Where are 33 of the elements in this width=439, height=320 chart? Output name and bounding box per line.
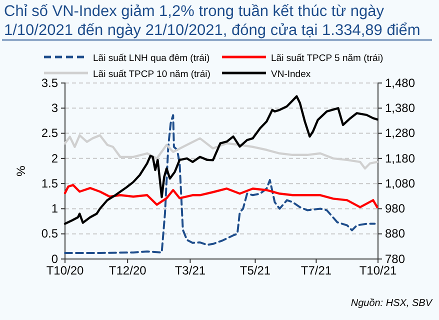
x-tick-label: T10/20 <box>46 264 84 278</box>
y2-tick-label: 1,080 <box>385 176 416 190</box>
y2-tick-label: 880 <box>385 226 406 241</box>
y-tick-label: 0.5 <box>41 226 58 241</box>
x-tick-label: T10/21 <box>359 264 398 278</box>
y2-tick-label: 1,280 <box>385 126 416 140</box>
y-tick-label: 3 <box>51 100 58 115</box>
x-tick-label: T7/21 <box>300 264 332 278</box>
line-series <box>64 95 378 225</box>
y2-tick-label: 980 <box>385 202 406 216</box>
line-series <box>64 184 378 208</box>
legend-label: Lãi suất LNH qua đêm (trái) <box>93 53 210 64</box>
y-tick-label: 1 <box>51 202 58 216</box>
x-tick-label: T5/21 <box>240 264 271 278</box>
y-tick-label: 3.5 <box>41 76 58 90</box>
y2-tick-label: 1,380 <box>385 100 416 115</box>
legend-label: Lãi suất TPCP 5 năm (trái) <box>271 53 384 64</box>
line-series <box>64 114 376 254</box>
legend-label: Lãi suất TPCP 10 năm (trái) <box>93 69 210 80</box>
y-axis-title: % <box>14 165 28 176</box>
chart-title: Chỉ số VN-Index giảm 1,2% trong tuần kết thúc từ ngày 1/10/2021 đến ngày 21/10/2021, đóng cửa tại 1.334,89 điểm <box>4 3 420 39</box>
y-tick-label: 1.5 <box>41 176 58 190</box>
x-tick-label: T12/20 <box>108 264 147 278</box>
x-tick-label: T3/21 <box>174 264 206 278</box>
y2-tick-label: 1,480 <box>385 76 416 90</box>
y2-tick-label: 780 <box>385 252 406 266</box>
y-tick-label: 2 <box>51 151 58 166</box>
y-tick-label: 2.5 <box>41 126 58 140</box>
y-tick-label: 0 <box>51 252 58 266</box>
legend-label: VN-Index <box>271 69 311 80</box>
y2-tick-label: 1,180 <box>385 151 416 166</box>
line-series <box>64 134 378 170</box>
text: Nguồn: HSX, SBV <box>350 298 434 309</box>
